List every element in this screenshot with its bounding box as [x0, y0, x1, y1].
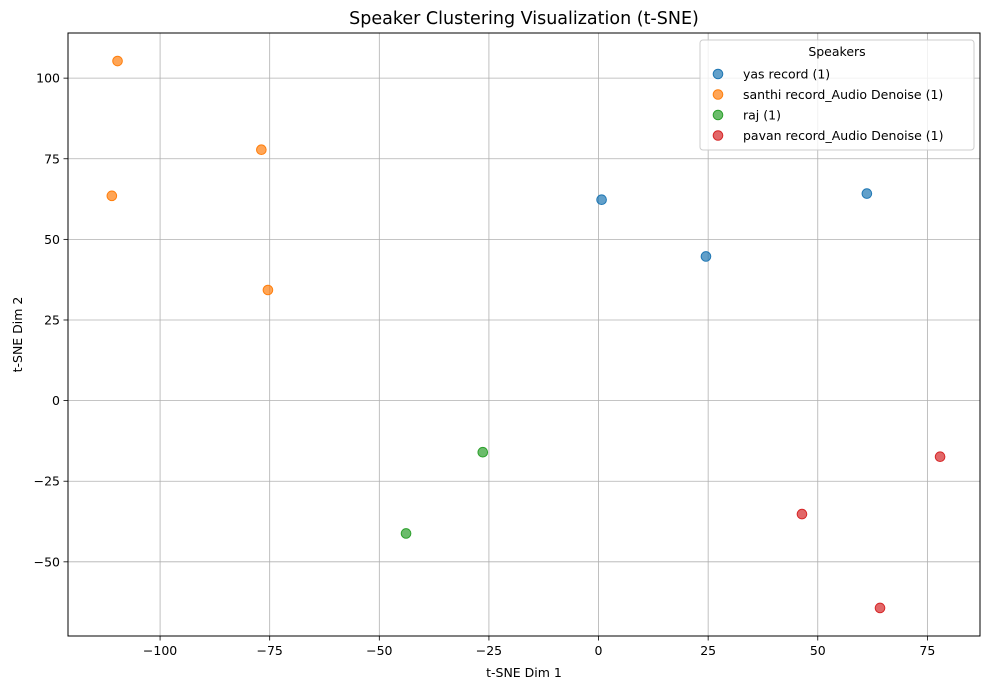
axis-ticks: −100 −75 −50 −25 0 25 50 75 −50 −25 0 25 50 75 100	[34, 71, 936, 658]
data-point	[477, 446, 489, 458]
data-point	[861, 188, 873, 199]
data-point	[934, 451, 946, 463]
legend-label: pavan record_Audio Denoise (1)	[743, 128, 943, 143]
x-tick-label: 0	[595, 643, 603, 658]
data-point	[796, 508, 808, 520]
x-tick-label: 25	[700, 643, 716, 658]
legend-marker	[712, 130, 724, 141]
legend-marker	[712, 109, 724, 121]
data-point	[874, 602, 886, 614]
data-points	[106, 55, 946, 614]
data-point	[112, 55, 123, 67]
x-tick-label: −50	[366, 643, 392, 658]
x-tick-label: 75	[919, 643, 935, 658]
legend-items: yas record (1) santhi record_Audio Denois…	[712, 67, 943, 143]
y-tick-label: −25	[34, 474, 60, 489]
x-tick-label: −25	[476, 643, 502, 658]
y-axis-label: t-SNE Dim 2	[10, 297, 25, 373]
data-point	[700, 251, 712, 262]
legend: Speakers yas record (1) santhi record_Aud…	[699, 39, 975, 151]
legend-label: santhi record_Audio Denoise (1)	[743, 87, 943, 102]
data-point	[262, 284, 274, 296]
y-tick-label: 0	[52, 393, 60, 408]
y-tick-label: 50	[44, 232, 60, 247]
chart-title: Speaker Clustering Visualization (t-SNE)	[349, 9, 699, 29]
data-point	[596, 194, 607, 206]
data-point	[256, 144, 267, 156]
legend-label: raj (1)	[743, 108, 781, 123]
legend-label: yas record (1)	[743, 67, 830, 82]
data-point	[106, 190, 118, 202]
legend-marker	[712, 89, 724, 100]
x-tick-label: 50	[810, 643, 826, 658]
plot-frame	[67, 32, 981, 637]
data-point	[400, 528, 412, 539]
legend-title: Speakers	[808, 44, 865, 59]
x-tick-label: −75	[256, 643, 282, 658]
x-axis-label: t-SNE Dim 1	[486, 665, 562, 680]
y-tick-label: 25	[44, 312, 60, 327]
y-tick-label: −50	[34, 554, 60, 569]
y-tick-label: 100	[36, 71, 60, 86]
x-tick-label: −100	[143, 643, 177, 658]
y-tick-label: 75	[44, 151, 60, 166]
legend-box	[699, 39, 975, 151]
legend-marker	[712, 68, 724, 80]
